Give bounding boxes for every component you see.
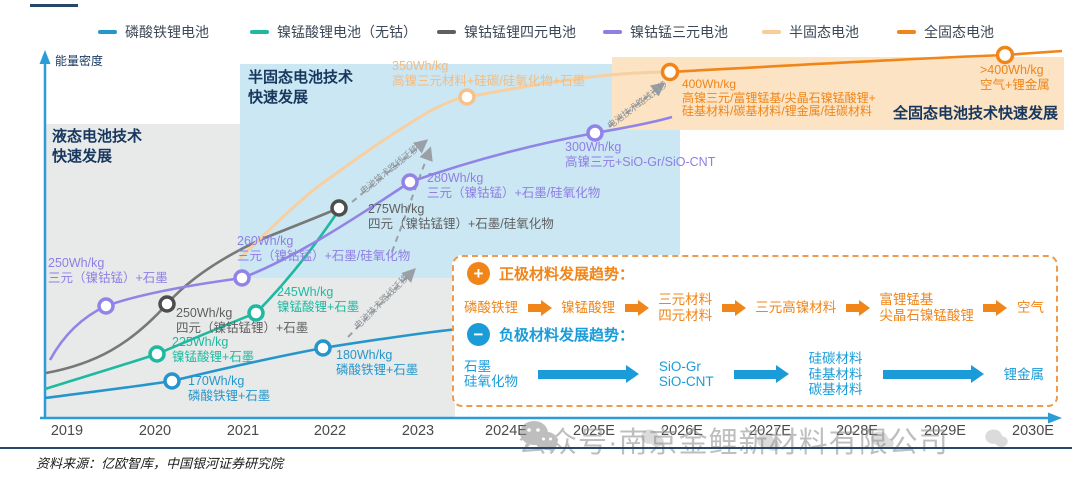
x-tick-2023: 2023 xyxy=(401,423,435,439)
point-label: >400Wh/kg 空气+锂金属 xyxy=(980,63,1050,92)
anode-trend-title: 负极材料发展趋势： xyxy=(499,327,635,344)
point-label: 250Wh/kg 四元（镍钴锰锂）+石墨 xyxy=(176,306,309,335)
legend-swatch-quaternary xyxy=(437,30,456,34)
point-label: 350Wh/kg 高镍三元材料+硅碳/硅氧化物+石墨 xyxy=(392,59,586,88)
phase-label-all-solid: 全固态电池技术快速发展 xyxy=(893,105,1059,122)
source-note: 资料来源：亿欧智库，中国银河证券研究院 xyxy=(36,456,284,471)
anode-trend-flow: 石墨 硅氧化物 SiO-Gr SiO-CNT 硅碳材料 硅基材料 碳基材料 锂金属 xyxy=(464,351,1044,398)
curve-semi-solid xyxy=(238,70,671,260)
data-point-markers xyxy=(97,45,1015,390)
legend-item-all-solid: 全固态电池 xyxy=(897,22,994,42)
material-trend-box: + 正极材料发展趋势： 磷酸铁锂 镍锰酸锂 三元材料 四元材料 三元高镍材料 富锂… xyxy=(452,255,1058,407)
x-tick-2021: 2021 xyxy=(226,423,260,439)
right-arrow-icon xyxy=(721,299,746,316)
legend-swatch-all-solid xyxy=(897,30,916,34)
legend-item-quaternary: 镍钴锰锂四元电池 xyxy=(437,22,576,42)
minus-icon: − xyxy=(467,323,490,346)
right-arrow-icon xyxy=(882,365,984,384)
y-axis-label: 能量密度 xyxy=(55,54,104,68)
legend-label: 全固态电池 xyxy=(924,24,994,40)
legend-swatch-lfp xyxy=(98,30,117,34)
anode-step: 锂金属 xyxy=(1003,366,1044,382)
region-all-solid xyxy=(612,57,1064,130)
plus-icon: + xyxy=(467,262,490,285)
legend-item-semi-solid: 半固态电池 xyxy=(762,22,859,42)
point-label: 260Wh/kg 三元（镍钴锰）+石墨/硅氧化物 xyxy=(237,234,411,263)
right-arrow-icon xyxy=(537,365,639,384)
right-arrow-icon xyxy=(845,299,870,316)
x-tick-2019: 2019 xyxy=(50,423,84,439)
x-tick-2030e: 2030E xyxy=(1012,423,1054,439)
x-axis-arrow-icon xyxy=(1048,412,1062,424)
legend-label: 镍锰酸锂电池（无钴） xyxy=(277,24,417,40)
legend-item-ncm: 镍钴锰三元电池 xyxy=(603,22,728,42)
right-arrow-icon xyxy=(983,299,1008,316)
anode-trend-header: − 负极材料发展趋势： xyxy=(467,323,634,346)
legend-item-lnmo: 镍锰酸锂电池（无钴） xyxy=(250,22,417,42)
anode-step: 硅碳材料 硅基材料 碳基材料 xyxy=(808,351,863,397)
anode-step: 石墨 硅氧化物 xyxy=(464,358,518,390)
point-label: 170Wh/kg 磷酸铁锂+石墨 xyxy=(188,374,271,403)
phase-label-liquid: 液态电池技术 快速发展 xyxy=(52,128,143,165)
x-tick-2024e: 2024E xyxy=(485,423,527,439)
cathode-trend-title: 正极材料发展趋势： xyxy=(499,266,635,283)
right-arrow-icon xyxy=(624,299,649,316)
cathode-step: 三元高镍材料 xyxy=(755,299,837,315)
x-tick-2026e: 2026E xyxy=(661,423,703,439)
legend-swatch-ncm xyxy=(603,30,622,34)
legend-item-lfp: 磷酸铁锂电池 xyxy=(98,22,209,42)
cathode-step: 磷酸铁锂 xyxy=(464,299,518,315)
x-tick-2028e: 2028E xyxy=(836,423,878,439)
phase-label-semi-solid: 半固态电池技术 快速发展 xyxy=(248,69,354,106)
x-tick-2022: 2022 xyxy=(313,423,347,439)
point-label: 225Wh/kg 镍锰酸锂+石墨 xyxy=(172,335,255,364)
x-tick-2025e: 2025E xyxy=(573,423,615,439)
legend-label: 磷酸铁锂电池 xyxy=(125,24,209,40)
point-label: 250Wh/kg 三元（镍钴锰）+石墨 xyxy=(48,256,168,285)
point-label: 180Wh/kg 磷酸铁锂+石墨 xyxy=(336,348,419,377)
anode-step: SiO-Gr SiO-CNT xyxy=(658,358,714,390)
footer-divider xyxy=(0,447,1072,449)
point-label: 245Wh/kg 镍锰酸锂+石墨 xyxy=(277,285,360,314)
cathode-trend-flow: 磷酸铁锂 镍锰酸锂 三元材料 四元材料 三元高镍材料 富锂锰基 尖晶石镍锰酸锂 空气 xyxy=(464,292,1044,323)
legend-swatch-semi-solid xyxy=(762,30,781,34)
x-tick-2027e: 2027E xyxy=(749,423,791,439)
cathode-step: 镍锰酸锂 xyxy=(561,299,616,315)
legend-swatch-lnmo xyxy=(250,30,269,34)
x-tick-2020: 2020 xyxy=(138,423,172,439)
migration-arrows xyxy=(347,82,666,338)
point-label: 400Wh/kg 高镍三元/富锂锰基/尖晶石镍锰酸锂+ 硅基材料/碳基材料/锂金属… xyxy=(682,77,876,118)
right-arrow-icon xyxy=(733,365,789,384)
cathode-step: 富锂锰基 尖晶石镍锰酸锂 xyxy=(879,292,974,323)
cathode-step: 空气 xyxy=(1016,299,1044,315)
cathode-trend-header: + 正极材料发展趋势： xyxy=(467,262,634,285)
x-tick-2029e: 2029E xyxy=(924,423,966,439)
curve-lfp xyxy=(44,327,459,400)
top-accent-line xyxy=(30,4,78,7)
legend-label: 镍钴锰三元电池 xyxy=(630,24,728,40)
curve-lnmo xyxy=(44,209,341,391)
legend-label: 镍钴锰锂四元电池 xyxy=(464,24,576,40)
curve-quaternary xyxy=(45,206,340,375)
cathode-step: 三元材料 四元材料 xyxy=(658,292,713,323)
right-arrow-icon xyxy=(527,299,552,316)
point-label: 300Wh/kg 高镍三元+SiO-Gr/SiO-CNT xyxy=(565,140,716,169)
point-label: 280Wh/kg 三元（镍钴锰）+石墨/硅氧化物 xyxy=(427,171,601,200)
curve-all-solid xyxy=(669,49,1063,74)
point-label: 275Wh/kg 四元（镍钴锰锂）+石墨/硅氧化物 xyxy=(368,202,554,231)
y-axis-arrow-icon xyxy=(39,50,51,64)
legend-label: 半固态电池 xyxy=(789,24,859,40)
